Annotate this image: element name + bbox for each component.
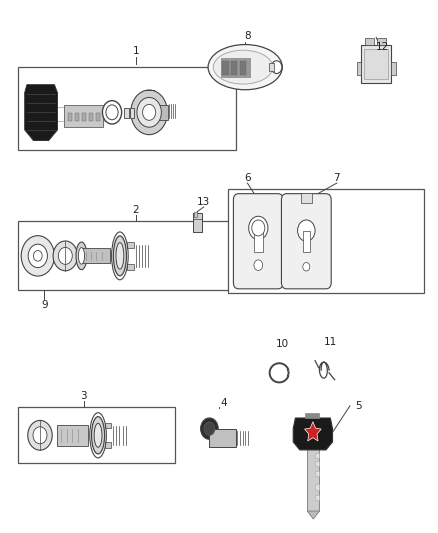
Circle shape xyxy=(21,236,54,276)
Bar xyxy=(301,193,311,203)
Circle shape xyxy=(303,263,310,271)
Text: 8: 8 xyxy=(244,31,251,41)
Text: 3: 3 xyxy=(80,391,87,401)
Circle shape xyxy=(106,105,118,120)
Ellipse shape xyxy=(208,45,283,90)
Bar xyxy=(18,407,175,463)
Ellipse shape xyxy=(78,247,85,264)
Ellipse shape xyxy=(94,423,102,447)
Circle shape xyxy=(33,251,42,261)
Ellipse shape xyxy=(76,242,87,270)
Bar xyxy=(127,264,134,270)
Bar xyxy=(89,114,93,122)
Text: 4: 4 xyxy=(220,398,227,408)
Circle shape xyxy=(143,104,155,120)
Circle shape xyxy=(272,61,282,74)
Text: 6: 6 xyxy=(244,173,251,183)
Bar xyxy=(223,61,229,75)
Text: 1: 1 xyxy=(133,46,139,56)
Bar xyxy=(364,49,388,79)
Text: 5: 5 xyxy=(355,401,362,411)
Bar xyxy=(315,495,319,500)
Bar xyxy=(231,61,237,75)
Text: 13: 13 xyxy=(197,197,210,207)
Bar xyxy=(240,61,246,75)
Bar xyxy=(357,62,361,75)
Bar xyxy=(57,425,88,446)
Circle shape xyxy=(252,220,265,236)
FancyBboxPatch shape xyxy=(233,193,283,289)
Circle shape xyxy=(28,244,47,268)
Bar xyxy=(105,423,111,429)
Bar xyxy=(124,108,129,118)
Bar xyxy=(361,45,392,83)
Bar xyxy=(221,58,250,77)
Ellipse shape xyxy=(92,417,105,454)
Bar xyxy=(82,114,86,122)
Bar xyxy=(105,442,111,448)
Bar xyxy=(303,231,310,252)
Ellipse shape xyxy=(201,418,218,439)
Text: 12: 12 xyxy=(376,43,389,52)
Bar xyxy=(228,189,424,293)
Ellipse shape xyxy=(204,422,215,435)
Bar xyxy=(392,62,396,75)
Polygon shape xyxy=(293,418,332,450)
Bar xyxy=(64,106,103,127)
Bar xyxy=(157,106,168,120)
Ellipse shape xyxy=(213,50,273,84)
Bar xyxy=(194,212,197,217)
Circle shape xyxy=(249,216,268,240)
Circle shape xyxy=(53,241,78,271)
Ellipse shape xyxy=(113,236,127,276)
Circle shape xyxy=(297,220,315,241)
Text: 10: 10 xyxy=(276,338,289,349)
Bar xyxy=(315,484,319,490)
Bar xyxy=(365,38,374,45)
Text: 7: 7 xyxy=(334,173,340,183)
Text: 2: 2 xyxy=(133,205,139,215)
Bar xyxy=(131,108,134,118)
Bar xyxy=(305,413,318,418)
Circle shape xyxy=(28,421,52,450)
Bar xyxy=(18,67,237,150)
Bar xyxy=(209,429,236,447)
Bar xyxy=(127,241,134,248)
Ellipse shape xyxy=(116,243,124,269)
Bar xyxy=(315,453,319,458)
Bar xyxy=(68,114,72,122)
Polygon shape xyxy=(304,422,321,441)
Bar xyxy=(378,38,386,45)
Circle shape xyxy=(33,427,47,444)
Text: 11: 11 xyxy=(324,337,337,347)
Bar xyxy=(315,471,319,477)
Polygon shape xyxy=(25,85,57,141)
Bar xyxy=(269,63,275,71)
Bar xyxy=(96,114,100,122)
Bar xyxy=(307,448,319,511)
FancyBboxPatch shape xyxy=(282,193,331,289)
Bar xyxy=(254,228,263,252)
Circle shape xyxy=(254,260,263,270)
Polygon shape xyxy=(307,511,319,519)
Circle shape xyxy=(131,90,167,135)
Bar xyxy=(315,461,319,466)
Bar xyxy=(18,221,237,290)
Circle shape xyxy=(102,101,122,124)
Text: 9: 9 xyxy=(41,300,48,310)
Bar xyxy=(81,248,110,263)
Circle shape xyxy=(137,98,161,127)
Circle shape xyxy=(58,247,72,264)
Bar xyxy=(193,213,201,232)
Bar xyxy=(75,114,79,122)
